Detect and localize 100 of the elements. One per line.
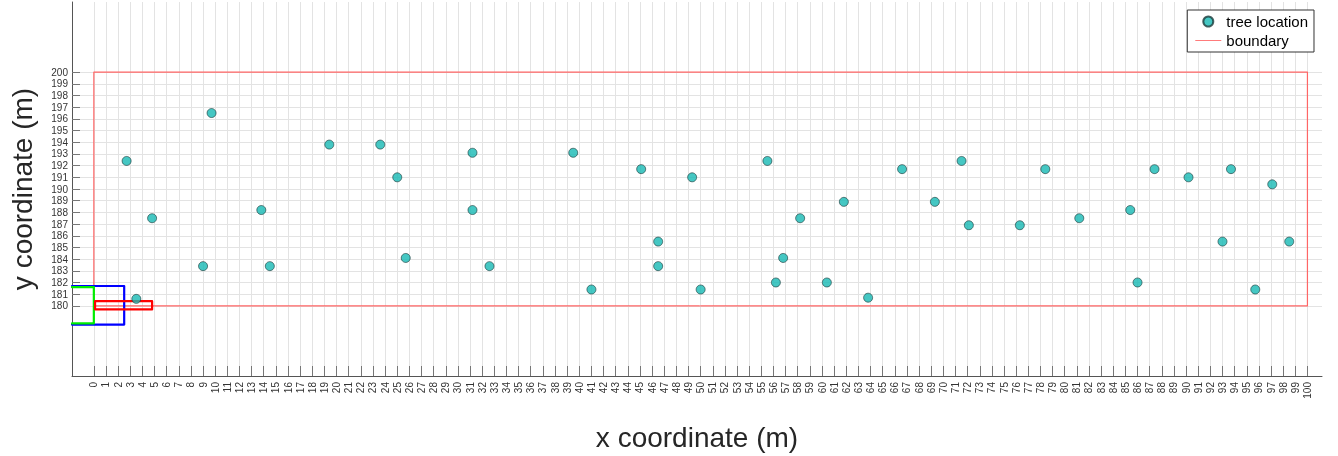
x-tick-label: 27 [416, 381, 428, 394]
x-tick-label: 20 [331, 381, 343, 394]
point [206, 108, 217, 118]
point [1074, 213, 1085, 224]
point [256, 205, 267, 215]
y-tick-label: 200 [51, 66, 69, 78]
x-tick-label: 53 [731, 381, 743, 394]
point [484, 261, 495, 272]
point [568, 147, 579, 158]
point [1183, 172, 1194, 183]
x-tick-label: 13 [246, 381, 258, 394]
point [821, 277, 832, 288]
point [392, 172, 403, 183]
x-tick-label: 64 [865, 381, 877, 394]
point [795, 213, 806, 224]
x-tick-label: 79 [1047, 381, 1059, 394]
x-tick-label: 73 [974, 381, 986, 394]
x-tick-label: 40 [573, 381, 585, 394]
x-tick-label: 0 [88, 381, 100, 388]
x-tick-label: 31 [464, 381, 476, 394]
point [121, 156, 132, 166]
x-tick-label: 55 [755, 381, 767, 394]
x-tick-label: 6 [161, 381, 173, 388]
x-tick-label: 88 [1156, 381, 1168, 394]
point [1014, 220, 1025, 231]
x-tick-label: 97 [1265, 381, 1277, 394]
point [863, 292, 874, 303]
x-tick-label: 61 [828, 381, 840, 394]
point [636, 164, 647, 175]
point [1132, 277, 1143, 288]
point [778, 253, 789, 263]
x-tick-label: 89 [1168, 381, 1180, 394]
x-tick-label: 68 [913, 381, 925, 394]
x-tick-label: 71 [950, 381, 961, 394]
x-tick-label: 41 [585, 381, 597, 394]
x-axis-title: x coordinate (m) [595, 421, 799, 453]
y-tick-label: 190 [51, 183, 69, 195]
x-tick-label: 38 [549, 381, 561, 394]
x-tick-label: 9 [197, 381, 209, 388]
x-tick-label: 93 [1216, 381, 1228, 394]
x-tick-label: 86 [1132, 381, 1144, 394]
x-tick-label: 35 [513, 381, 525, 394]
x-tick-label: 81 [1071, 381, 1083, 394]
x-tick-label: 25 [391, 381, 403, 394]
x-tick-label: 26 [403, 381, 415, 394]
x-tick-label: 85 [1119, 381, 1131, 394]
x-tick-label: 46 [646, 381, 658, 394]
point [147, 213, 157, 224]
x-tick-label: 43 [610, 381, 622, 394]
x-tick-label: 65 [877, 381, 889, 394]
x-tick-label: 18 [306, 381, 318, 394]
x-tick-label: 52 [719, 381, 731, 394]
x-tick-label: 36 [525, 381, 537, 394]
x-tick-label: 76 [1010, 381, 1022, 394]
point [586, 284, 597, 295]
x-tick-label: 2 [112, 381, 124, 388]
x-tick-label: 70 [937, 381, 949, 394]
x-tick-label: 8 [185, 381, 197, 388]
x-tick-label: 83 [1095, 381, 1107, 394]
point [131, 293, 142, 304]
point [375, 139, 386, 150]
x-tick-label: 10 [209, 381, 221, 394]
point [1267, 179, 1278, 190]
x-tick-label: 62 [840, 381, 852, 394]
point [653, 261, 664, 272]
point [653, 236, 664, 247]
x-tick-label: 21 [343, 381, 355, 394]
x-tick-label: 66 [889, 381, 901, 394]
point [1250, 284, 1261, 295]
x-tick-label: 17 [294, 381, 306, 394]
point [1149, 164, 1160, 175]
y-tick-label: 195 [51, 125, 69, 137]
y-tick-label: 196 [51, 113, 69, 125]
x-tick-label: 15 [270, 381, 282, 394]
x-tick-label: 32 [476, 381, 488, 394]
point [963, 220, 974, 231]
x-tick-label: 82 [1083, 381, 1095, 394]
point [467, 147, 478, 158]
x-tick-label: 50 [695, 381, 707, 394]
x-tick-label: 7 [173, 381, 185, 388]
point [198, 261, 208, 272]
x-tick-label: 100 [1301, 381, 1313, 399]
x-tick-label: 59 [804, 381, 816, 394]
x-tick-label: 74 [986, 381, 998, 394]
x-tick-label: 1 [100, 381, 112, 388]
x-tick-label: 48 [670, 381, 682, 394]
x-tick-label: 19 [318, 381, 330, 394]
point [695, 284, 706, 295]
point [687, 172, 698, 183]
x-tick-label: 54 [743, 381, 755, 394]
x-tick-label: 33 [488, 381, 500, 394]
x-tick-label: 92 [1204, 381, 1216, 394]
point [762, 156, 773, 166]
y-tick-label: 188 [51, 206, 69, 218]
x-tick-label: 95 [1241, 381, 1253, 394]
x-tick-label: 80 [1059, 381, 1071, 394]
x-tick-label: 94 [1229, 381, 1241, 394]
x-tick-label: 39 [561, 381, 573, 394]
x-tick-label: 5 [149, 381, 161, 388]
point [1040, 164, 1051, 175]
